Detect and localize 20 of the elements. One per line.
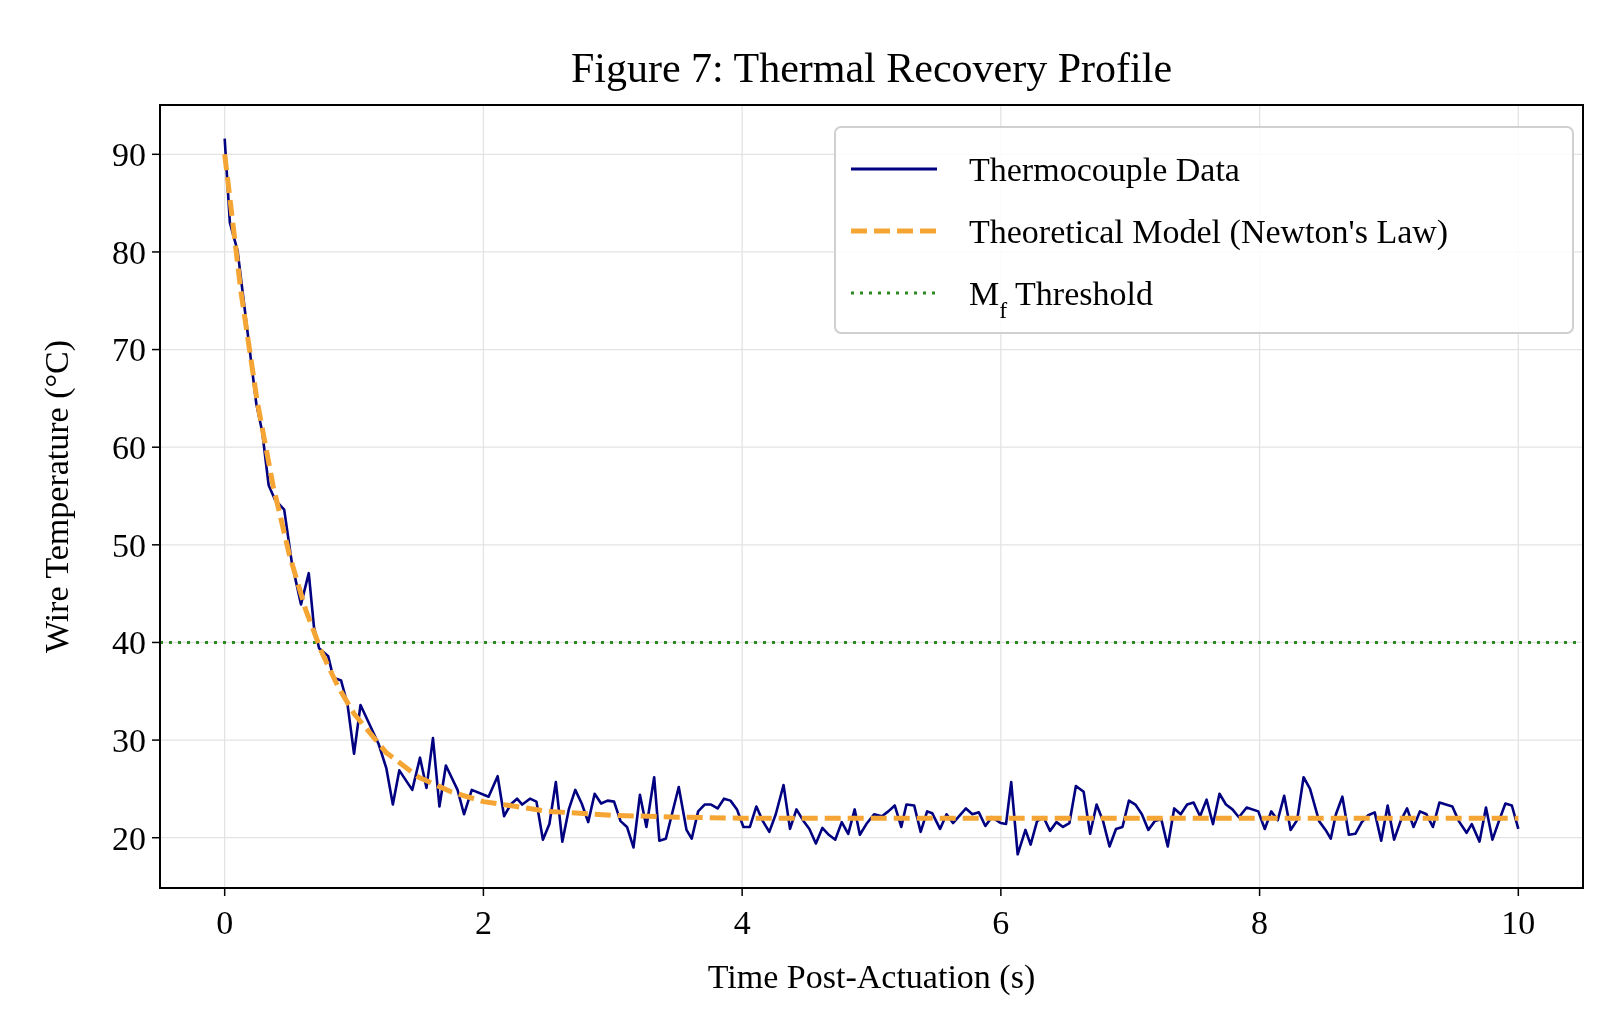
x-axis-title: Time Post-Actuation (s) [707,958,1036,996]
y-tick-label: 60 [112,429,146,467]
x-tick-label: 10 [1501,904,1536,941]
legend-label: Thermocouple Data [969,150,1240,188]
legend-label: Theoretical Model (Newton's Law) [969,212,1449,251]
y-tick-label: 80 [112,233,146,271]
x-tick-label: 2 [474,904,492,941]
y-tick-label: 90 [112,136,146,174]
y-tick-label: 30 [112,721,146,759]
y-tick-label: 50 [112,526,146,564]
legend-label: M$_{f}$ Threshold [969,274,1153,323]
y-tick-label: 40 [112,624,146,662]
y-axis-title: Wire Temperature (°C) [38,339,76,654]
x-tick-label: 0 [216,904,234,941]
y-tick-label: 20 [112,819,146,857]
y-tick-label: 70 [112,331,146,369]
x-tick-label: 8 [1251,904,1269,941]
x-tick-label: 6 [992,904,1010,941]
chart-title: Figure 7: Thermal Recovery Profile [570,45,1173,91]
x-tick-label: 4 [733,904,751,941]
